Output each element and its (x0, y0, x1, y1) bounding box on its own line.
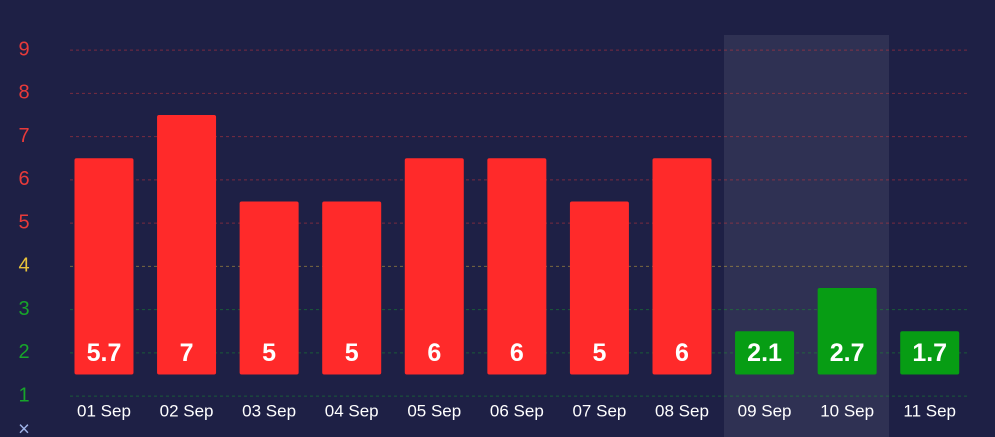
value-label: 2.7 (830, 339, 865, 367)
y-tick-label: 3 (18, 298, 29, 320)
x-tick-label: 11 Sep (903, 401, 956, 420)
y-tick-label: 2 (18, 341, 29, 363)
x-tick-label: 03 Sep (242, 401, 296, 420)
y-tick-label: 1 (18, 384, 29, 406)
bar (322, 201, 382, 375)
highlight-band (724, 35, 889, 437)
value-label: 6 (510, 339, 524, 367)
value-label: 6 (675, 339, 689, 367)
y-tick-label: 8 (18, 82, 29, 104)
bar (74, 158, 134, 375)
y-tick-label: 9 (18, 38, 29, 60)
value-label: 6 (427, 339, 441, 367)
y-tick-label: 6 (18, 168, 29, 190)
y-tick-label: 4 (18, 255, 29, 277)
bar (817, 288, 877, 375)
value-label: 7 (180, 339, 194, 367)
bar (404, 158, 464, 375)
value-label: 1.7 (912, 339, 947, 367)
bar (652, 158, 712, 375)
bar (900, 331, 960, 375)
bar (569, 201, 629, 375)
bar (487, 158, 547, 375)
x-tick-label: 06 Sep (490, 401, 544, 420)
y-tick-label: × (18, 418, 30, 437)
x-tick-label: 09 Sep (738, 401, 792, 420)
x-tick-label: 08 Sep (655, 401, 709, 420)
x-tick-label: 02 Sep (160, 401, 214, 420)
y-tick-label: 7 (18, 125, 29, 147)
value-label: 5 (345, 339, 359, 367)
x-tick-label: 10 Sep (820, 401, 874, 420)
value-label: 5.7 (87, 339, 122, 367)
bar (157, 115, 217, 375)
bar (239, 201, 299, 375)
y-tick-label: 5 (18, 211, 29, 233)
x-tick-label: 07 Sep (572, 401, 626, 420)
bar (735, 331, 795, 375)
x-tick-label: 01 Sep (77, 401, 131, 420)
value-label: 2.1 (747, 339, 782, 367)
value-label: 5 (592, 339, 606, 367)
x-tick-label: 04 Sep (325, 401, 379, 420)
x-tick-label: 05 Sep (407, 401, 461, 420)
value-label: 5 (262, 339, 276, 367)
